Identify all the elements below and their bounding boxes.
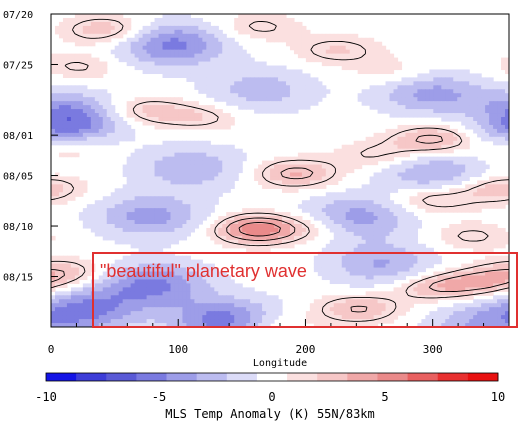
contour-line	[51, 18, 509, 322]
y-tick-label: 08/15	[3, 273, 33, 284]
colorbar-swatch	[46, 373, 77, 381]
colorbar-swatch	[377, 373, 408, 381]
annotation-text: "beautiful" planetary wave	[100, 261, 307, 281]
y-tick-label: 08/10	[3, 222, 33, 233]
y-tick-label: 08/05	[3, 172, 33, 183]
colorbar-swatch	[76, 373, 107, 381]
heatmap-field	[51, 14, 509, 327]
x-axis-label: Longitude	[253, 358, 307, 369]
colorbar-label: MLS Temp Anomaly (K) 55N/83km	[165, 407, 375, 421]
annotation-box	[92, 252, 518, 328]
colorbar-swatch	[467, 373, 499, 381]
colorbar-swatch	[407, 373, 439, 381]
colorbar-swatch	[166, 373, 198, 381]
colorbar-frame	[45, 372, 499, 382]
colorbar-swatch	[106, 373, 137, 381]
contour-lines	[51, 18, 509, 322]
colorbar-swatch	[317, 373, 348, 381]
y-tick-label: 08/01	[3, 131, 33, 142]
planetary-wave-annotation: "beautiful" planetary wave	[92, 252, 518, 328]
y-axis: 07/20 07/25 08/01 08/05 08/10 08/15	[3, 10, 58, 284]
colorbar-tick-label: 10	[491, 390, 505, 404]
colorbar-ticks: -10 -5 0 5 10	[35, 390, 505, 404]
y-tick-label: 07/25	[3, 60, 33, 71]
colorbar-swatch	[287, 373, 318, 381]
x-tick-label: 200	[296, 343, 316, 356]
colorbar-tick-label: 5	[381, 390, 388, 404]
y-tick-label: 07/20	[3, 10, 33, 21]
contour-line	[51, 134, 509, 313]
colorbar-swatch	[437, 373, 469, 381]
colorbar-swatch	[347, 373, 378, 381]
x-tick-label: 100	[168, 343, 188, 356]
x-tick-label: 0	[48, 343, 55, 356]
contour-line	[238, 222, 281, 237]
colorbar-tick-label: -5	[152, 390, 166, 404]
x-axis: 0 100 200 300	[48, 319, 485, 356]
colorbar-swatch	[256, 373, 288, 381]
colorbar-tick-label: 0	[268, 390, 275, 404]
x-tick-label: 300	[423, 343, 443, 356]
colorbar-swatch	[136, 373, 167, 381]
colorbar	[45, 372, 499, 382]
colorbar-swatch	[196, 373, 228, 381]
colorbar-tick-label: -10	[35, 390, 57, 404]
colorbar-swatch	[226, 373, 258, 381]
